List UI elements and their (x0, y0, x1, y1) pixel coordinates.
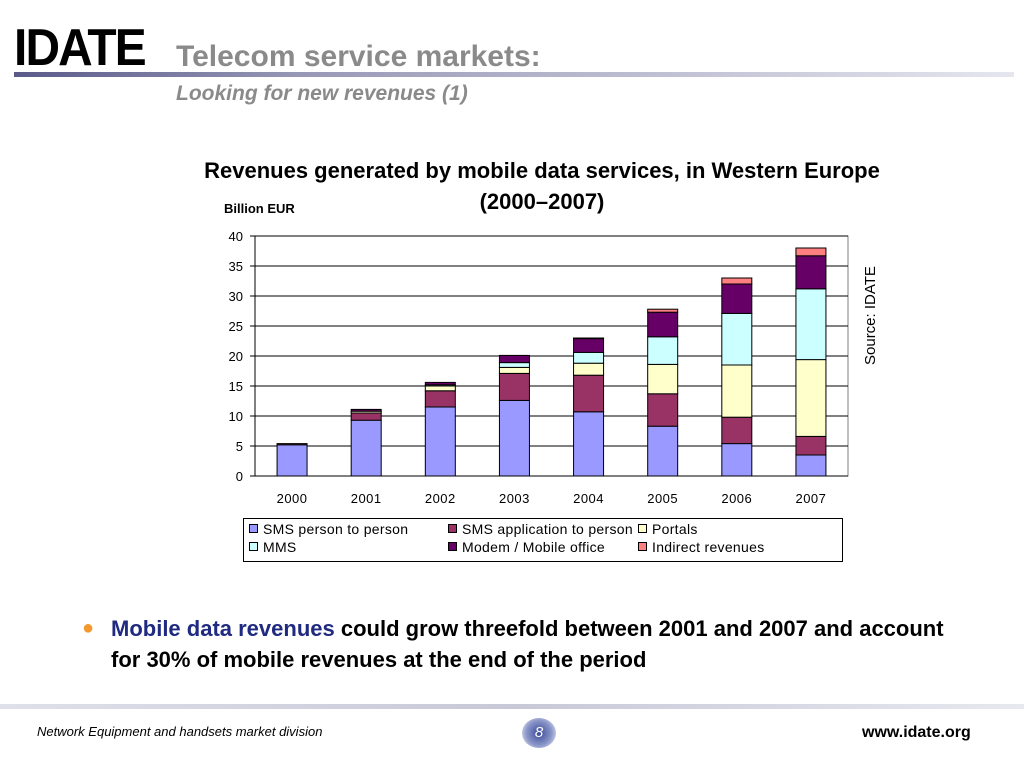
bar-segment (647, 393, 679, 427)
bar-segment (795, 359, 827, 437)
bar-segment (424, 381, 456, 386)
footer-website-link[interactable]: www.idate.org (862, 724, 971, 741)
y-tick-label: 10 (229, 409, 243, 424)
chart-legend: SMS person to person SMS application to p… (243, 518, 843, 562)
legend-label: Indirect revenues (652, 539, 765, 555)
y-tick-label: 25 (229, 319, 243, 334)
bullet-highlight: Mobile data revenues (111, 616, 335, 641)
bar-segment (795, 255, 827, 290)
bullet-body: could grow threefold between 2001 and 20… (111, 616, 944, 672)
bar-segment (795, 247, 827, 257)
idate-logo: IDATE (14, 19, 147, 77)
legend-swatch (249, 524, 258, 533)
legend-label: Modem / Mobile office (462, 539, 605, 555)
x-tick-label: 2004 (573, 491, 604, 506)
bar-segment (573, 374, 605, 413)
stacked-bar-chart: 0 5 10 15 20 25 30 35 40 Billion EUR 2000 2001 2002 2… (224, 201, 849, 506)
bar-segment (573, 411, 605, 477)
x-tick-label: 2002 (425, 491, 456, 506)
bar-segment (424, 406, 456, 477)
legend-label: MMS (263, 539, 297, 555)
footer-rule (0, 704, 1024, 709)
footer-division: Network Equipment and handsets market di… (37, 724, 323, 739)
y-tick-label: 35 (229, 259, 243, 274)
bar-segment (721, 443, 753, 477)
x-tick-label: 2006 (721, 491, 752, 506)
bar-segment (498, 372, 530, 401)
y-tick-label: 20 (229, 349, 243, 364)
bar-segment (424, 390, 456, 408)
bar-segment (721, 283, 753, 314)
legend-item: MMS (249, 539, 297, 555)
page-number-badge: 8 (522, 718, 556, 748)
bar-segment (350, 412, 382, 421)
bar-segment (350, 408, 382, 412)
legend-swatch (638, 542, 647, 551)
bar-segment (721, 277, 753, 285)
source-label: Source: IDATE (862, 266, 879, 365)
bar-segment (795, 454, 827, 477)
title-rule (14, 72, 1014, 77)
bar-segment (498, 354, 530, 364)
bar-segment (647, 308, 679, 313)
chart-title: Revenues generated by mobile data servic… (204, 158, 880, 214)
legend-item: Portals (638, 521, 698, 537)
bar-segment (424, 385, 456, 392)
bar-segment (647, 336, 679, 365)
slide-subtitle: Looking for new revenues (1) (176, 82, 468, 105)
bar-segment (647, 363, 679, 395)
x-tick-label: 2003 (499, 491, 530, 506)
legend-swatch (249, 542, 258, 551)
bullet-text: Mobile data revenues could grow threefol… (111, 613, 971, 675)
legend-label: SMS application to person (462, 521, 633, 537)
slide-title: Telecom service markets: (176, 40, 541, 73)
legend-label: SMS person to person (263, 521, 409, 537)
legend-item: Indirect revenues (638, 539, 765, 555)
bar-segment (573, 351, 605, 364)
x-tick-label: 2000 (277, 491, 308, 506)
legend-swatch (448, 542, 457, 551)
bullet-icon: ● (82, 617, 95, 639)
legend-label: Portals (652, 521, 698, 537)
bar-segment (498, 362, 530, 368)
legend-swatch (448, 524, 457, 533)
bar-segment (721, 312, 753, 366)
x-tick-label: 2001 (351, 491, 382, 506)
x-tick-label: 2007 (795, 491, 826, 506)
bar-segment (573, 337, 605, 340)
bar-segment (573, 338, 605, 353)
bar-segment (647, 311, 679, 338)
bar-segment (721, 364, 753, 418)
y-tick-label: 40 (229, 229, 243, 244)
bar-segment (350, 419, 382, 477)
x-tick-label: 2005 (647, 491, 678, 506)
bar-segment (276, 444, 308, 477)
legend-item: SMS application to person (448, 521, 633, 537)
bar-segment (573, 362, 605, 376)
y-axis-label: Billion EUR (224, 201, 295, 216)
bar-segment (498, 399, 530, 477)
legend-item: Modem / Mobile office (448, 539, 605, 555)
y-tick-label: 15 (229, 379, 243, 394)
bar-segment (647, 425, 679, 477)
bar-segment (721, 416, 753, 445)
y-tick-label: 30 (229, 289, 243, 304)
legend-swatch (638, 524, 647, 533)
bar-segment (498, 366, 530, 374)
bar-segment (795, 435, 827, 456)
bar-segment (795, 288, 827, 361)
y-tick-label: 5 (236, 439, 243, 454)
legend-item: SMS person to person (249, 521, 408, 537)
bar-segment (276, 443, 308, 446)
y-tick-label: 0 (236, 469, 243, 484)
